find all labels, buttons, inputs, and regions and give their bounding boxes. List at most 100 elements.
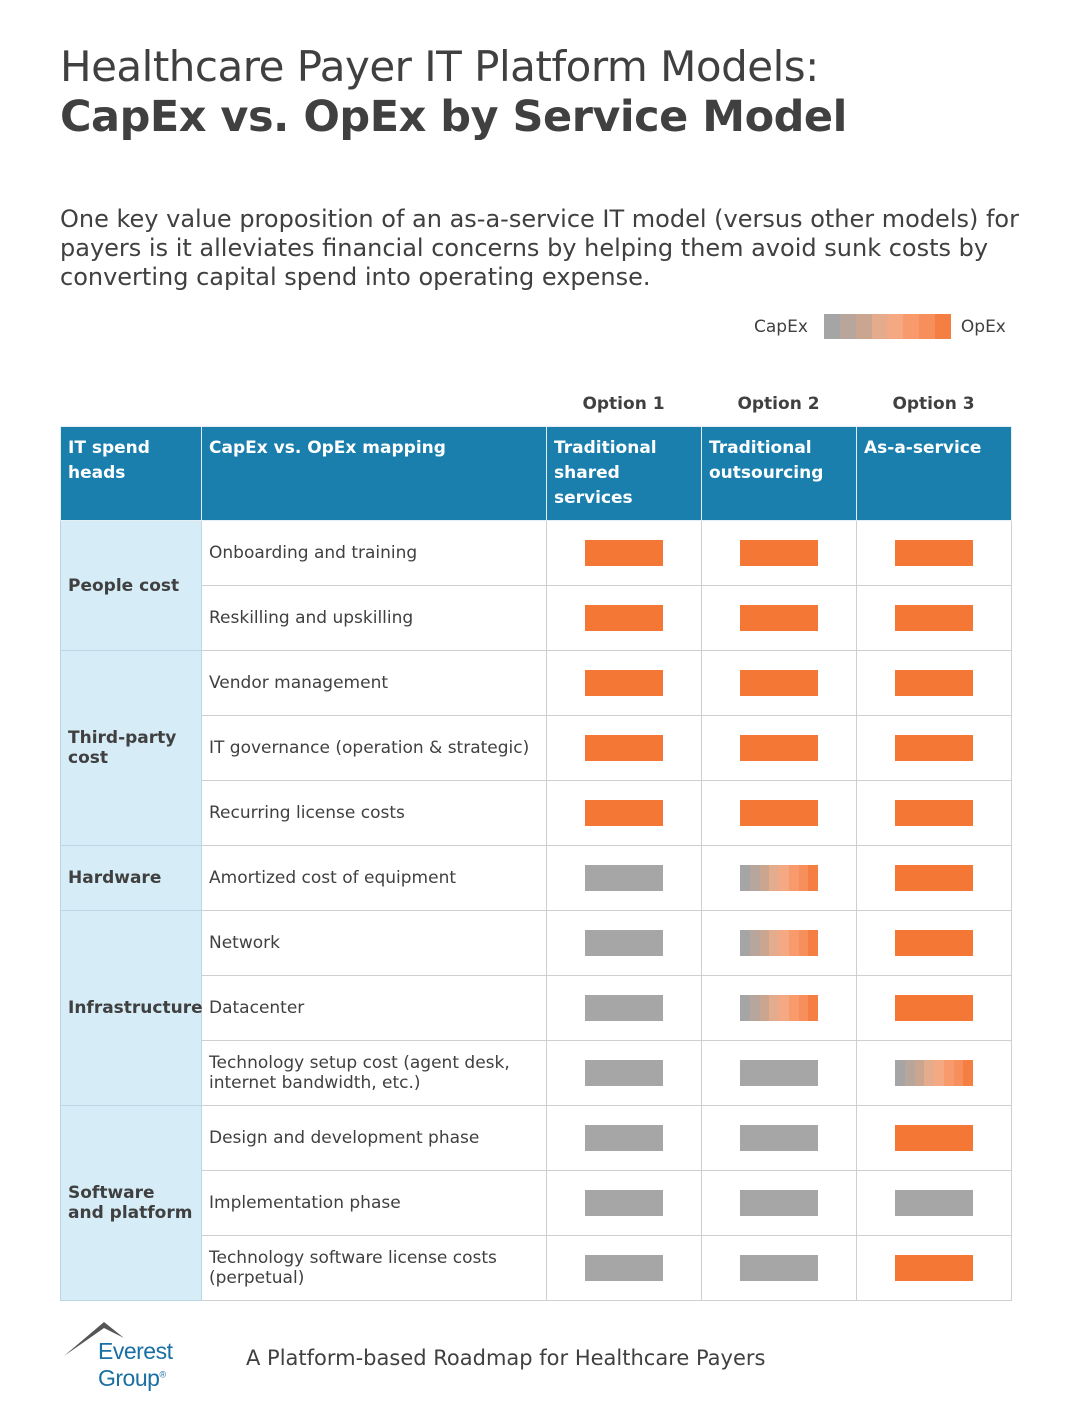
option-3-cell (856, 1105, 1012, 1171)
opex-indicator (895, 605, 973, 631)
mapping-label: Amortized cost of equipment (201, 845, 547, 911)
opex-indicator (895, 800, 973, 826)
opex-indicator (740, 800, 818, 826)
option-3-cell (856, 975, 1012, 1041)
option-2-cell (701, 1235, 857, 1301)
mapping-label: Onboarding and training (201, 520, 547, 586)
table-row: Reskilling and upskilling (61, 585, 1012, 651)
option-3-cell (856, 845, 1012, 911)
option-2-cell (701, 975, 857, 1041)
option-1-label: Option 1 (582, 394, 665, 414)
mapping-label: Technology software license costs (perpe… (201, 1235, 547, 1301)
option-2-cell (701, 520, 857, 586)
option-3-cell (856, 520, 1012, 586)
table-row: Third-party cost Vendor management (60, 650, 1012, 846)
opex-indicator (585, 605, 663, 631)
title-line-1: Healthcare Payer IT Platform Models: (60, 42, 819, 91)
footer: Everest Group® A Platform-based Roadmap … (64, 1320, 766, 1391)
option-1-cell (546, 585, 702, 651)
option-1-cell (546, 780, 702, 846)
everest-group-logo: Everest Group® (64, 1320, 242, 1391)
table-row: Implementation phase (61, 1170, 1012, 1236)
option-2-cell (701, 585, 857, 651)
intro-text: One key value proposition of an as-a-ser… (60, 205, 1019, 291)
capex-indicator (585, 1190, 663, 1216)
mapping-label: Design and development phase (201, 1105, 547, 1171)
spend-head: Software and platform (60, 1105, 202, 1301)
mixed-indicator (740, 865, 818, 891)
capex-indicator (585, 1125, 663, 1151)
option-3-cell (856, 1040, 1012, 1106)
title-line-2: CapEx vs. OpEx by Service Model (60, 92, 847, 142)
header-as-a-service: As-a-service (856, 426, 1012, 521)
capex-indicator (740, 1125, 818, 1151)
header-outsourcing: Traditional outsourcing (701, 426, 857, 521)
spend-head: Third-party cost (60, 650, 202, 846)
option-1-cell (546, 845, 702, 911)
table-row: Technology setup cost (agent desk, inter… (61, 1040, 1012, 1106)
table-row: Hardware Amortized cost of equipment (60, 845, 1012, 911)
table-row: Technology software license costs (perpe… (61, 1235, 1012, 1301)
spend-head: Hardware (60, 845, 202, 911)
opex-indicator (895, 930, 973, 956)
option-2-cell (701, 910, 857, 976)
option-1-cell (546, 1170, 702, 1236)
table-row: Software and platform Design and developm… (60, 1105, 1012, 1301)
option-3-label: Option 3 (892, 394, 975, 414)
opex-indicator (895, 995, 973, 1021)
legend-capex-label: CapEx (754, 316, 808, 337)
capex-indicator (585, 995, 663, 1021)
option-3-cell (856, 780, 1012, 846)
option-2-cell (701, 650, 857, 716)
legend-opex-label: OpEx (960, 316, 1006, 337)
footer-text: A Platform-based Roadmap for Healthcare … (246, 1346, 766, 1370)
opex-indicator (585, 800, 663, 826)
option-2-cell (701, 1105, 857, 1171)
mapping-label: Datacenter (201, 975, 547, 1041)
mapping-label: Implementation phase (201, 1170, 547, 1236)
option-1-cell (546, 910, 702, 976)
table-row: IT governance (operation & strategic) (61, 715, 1012, 781)
opex-indicator (895, 865, 973, 891)
opex-indicator (895, 1255, 973, 1281)
opex-indicator (895, 1125, 973, 1151)
table-row: Datacenter (61, 975, 1012, 1041)
option-2-cell (701, 1170, 857, 1236)
option-2-label: Option 2 (737, 394, 820, 414)
option-1-cell (546, 520, 702, 586)
opex-indicator (585, 670, 663, 696)
opex-indicator (740, 540, 818, 566)
opex-indicator (740, 735, 818, 761)
option-3-cell (856, 650, 1012, 716)
capex-indicator (740, 1060, 818, 1086)
option-1-cell (546, 1040, 702, 1106)
opex-indicator (585, 540, 663, 566)
mapping-label: Reskilling and upskilling (201, 585, 547, 651)
option-1-cell (546, 975, 702, 1041)
legend-gradient (823, 314, 951, 339)
option-3-cell (856, 1170, 1012, 1236)
option-2-cell (701, 845, 857, 911)
capex-opex-table: IT spend heads CapEx vs. OpEx mapping Tr… (60, 426, 1012, 1301)
option-3-cell (856, 1235, 1012, 1301)
header-spend-heads: IT spend heads (60, 426, 202, 521)
capex-indicator (740, 1255, 818, 1281)
opex-indicator (585, 735, 663, 761)
option-2-cell (701, 780, 857, 846)
capex-indicator (585, 865, 663, 891)
mixed-indicator (740, 930, 818, 956)
opex-indicator (895, 670, 973, 696)
option-3-cell (856, 715, 1012, 781)
header-mapping: CapEx vs. OpEx mapping (201, 426, 547, 521)
option-2-cell (701, 715, 857, 781)
option-1-cell (546, 650, 702, 716)
spend-head: People cost (60, 520, 202, 651)
option-1-cell (546, 715, 702, 781)
mixed-indicator (740, 995, 818, 1021)
option-2-cell (701, 1040, 857, 1106)
table-row: People cost Onboarding and training (60, 520, 1012, 651)
table-row: Infrastructure Network (60, 910, 1012, 1106)
mountain-icon (64, 1322, 124, 1356)
mapping-label: Recurring license costs (201, 780, 547, 846)
